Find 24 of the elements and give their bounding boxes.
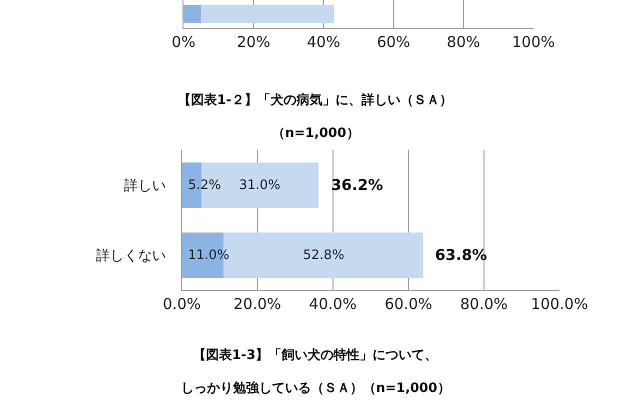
x-tick-label: 60.0%	[384, 295, 432, 313]
x-tick-label: 100%	[512, 33, 555, 51]
y-tick-label: 詳しい	[124, 178, 166, 194]
x-tick-label: 80%	[446, 33, 480, 51]
text: 【図表1-3】「飼い犬の特性」について、	[193, 347, 438, 363]
text: しっかり勉強している（ＳＡ）（n=1,000）	[181, 380, 450, 396]
x-tick-label: 0.0%	[162, 295, 201, 313]
y-tick-label: 詳しくない	[96, 248, 166, 264]
total-label: 63.8%	[435, 246, 488, 264]
x-tick-label: 40%	[306, 33, 340, 51]
data-label: 5.2%	[188, 178, 222, 193]
x-tick-label: 0%	[172, 33, 196, 51]
data-label: 11.0%	[188, 248, 230, 263]
data-label: 52.8%	[303, 248, 344, 263]
x-tick-label: 40.0%	[309, 295, 357, 313]
chart-title: 【図表1-２】「犬の病気」に、詳しい（ＳＡ）	[178, 92, 452, 108]
x-tick-label: 60%	[376, 33, 410, 51]
chart-subtitle: （n=1,000）	[272, 126, 360, 141]
x-tick-label: 20%	[236, 33, 270, 51]
x-tick-label: 20.0%	[234, 295, 282, 313]
x-tick-label: 80.0%	[460, 295, 508, 313]
total-label: 36.2%	[331, 176, 384, 194]
data-label: 31.0%	[239, 178, 280, 193]
x-tick-label: 100.0%	[530, 295, 588, 313]
